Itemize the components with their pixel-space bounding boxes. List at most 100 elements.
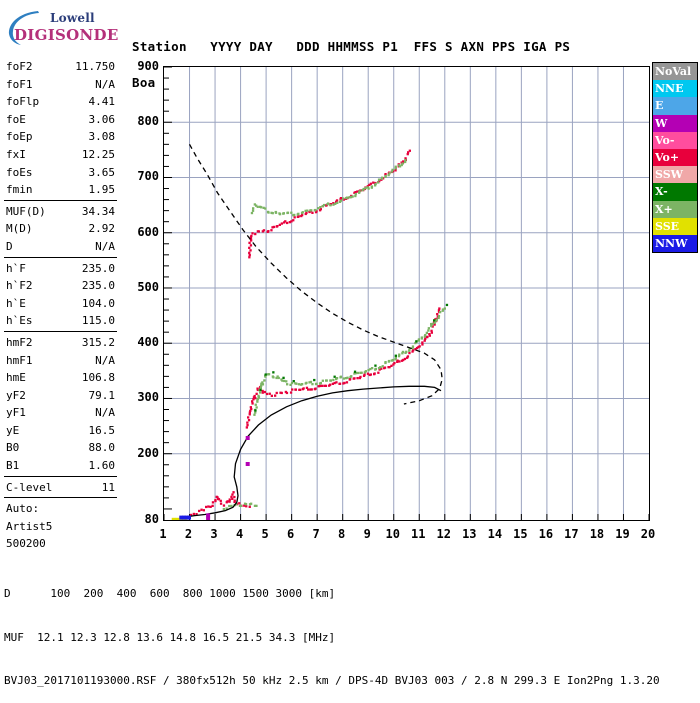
y-tick-label: 900 (137, 59, 159, 73)
polarization-legend: NoVal NNE E W Vo- Vo+ SSW X- X+ SSE NNW (652, 62, 698, 254)
logo-arc-icon (8, 11, 39, 45)
param-divider (4, 475, 117, 477)
param-key: hmF1 (6, 353, 33, 367)
param-row: h`F 235.0 (4, 260, 117, 278)
param-value: 115.0 (81, 314, 115, 328)
series-x-trace-f2-layer-x-green (253, 307, 446, 416)
param-key: yF2 (6, 388, 26, 402)
x-tick-label: 1 (159, 527, 167, 541)
footer-info: D 100 200 400 600 800 1000 1500 3000 [km… (4, 558, 660, 703)
x-tick-label: 8 (338, 527, 346, 541)
param-value: 106.8 (81, 371, 115, 385)
param-value: 3.06 (88, 112, 116, 126)
param-key: foEp (6, 130, 33, 144)
legend-item-vo-[interactable]: Vo- (653, 131, 697, 149)
param-key: MUF(D) (6, 204, 46, 218)
param-divider (4, 330, 117, 332)
ionospheric-parameters-panel: foF2 11.750 foF1 N/A foFlp 4.41 foE 3.06 foE… (4, 58, 117, 553)
param-value: N/A (95, 353, 115, 367)
legend-item-vo-[interactable]: Vo+ (653, 148, 697, 167)
footer-muf-row: MUF 12.1 12.3 12.8 13.6 14.8 16.5 21.5 3… (4, 630, 336, 644)
param-key: foEs (6, 165, 33, 179)
x-tick-label: 20 (640, 527, 656, 541)
series-nnw-markers (179, 515, 191, 520)
param-key: fmin (6, 183, 33, 197)
param-value: 34.34 (81, 204, 115, 218)
ionogram-canvas (164, 67, 649, 520)
param-value: 88.0 (88, 441, 116, 455)
x-tick-label: 5 (261, 527, 269, 541)
param-value: 12.25 (81, 147, 115, 161)
legend-item-noval[interactable]: NoVal (653, 63, 697, 81)
y-tick-label: 600 (137, 224, 159, 239)
param-row: yF1 N/A (4, 404, 117, 422)
legend-item-x-[interactable]: X+ (653, 200, 697, 218)
legend-item-x-[interactable]: X- (653, 183, 697, 201)
param-row: C-level 11 (4, 479, 117, 497)
series-2nd-hop-f2-vo-red (248, 149, 411, 259)
param-row: foFlp 4.41 (4, 93, 117, 111)
param-value: 1.60 (88, 459, 116, 473)
param-row: h`F2 235.0 (4, 277, 117, 295)
param-key: D (6, 239, 13, 253)
x-tick-label: 3 (210, 527, 218, 541)
y-axis-labels: 200 300 400 500 600 700 800 900 80 (125, 59, 159, 526)
param-value: 104.0 (81, 296, 115, 310)
legend-item-nnw[interactable]: NNW (653, 234, 697, 253)
param-value: 16.5 (88, 423, 116, 437)
legend-item-w[interactable]: W (653, 114, 697, 132)
ionogram-plot[interactable] (163, 66, 650, 521)
param-key: B1 (6, 459, 20, 473)
x-tick-label: 7 (312, 527, 320, 541)
param-value: 11.750 (75, 60, 115, 73)
x-tick-label: 12 (436, 527, 451, 541)
legend-item-ssw[interactable]: SSW (653, 166, 697, 184)
lowell-digisonde-logo: Lowell DIGISONDE (6, 6, 124, 48)
param-value: 1.95 (88, 183, 116, 197)
param-value: N/A (95, 406, 115, 420)
y-tick-label: 500 (137, 279, 159, 294)
x-tick-label: 17 (564, 527, 579, 541)
param-value: 79.1 (88, 388, 116, 402)
y-tick-label: 400 (137, 335, 159, 350)
param-divider (4, 256, 117, 258)
param-key: foF2 (6, 60, 33, 73)
param-row: D N/A (4, 238, 117, 256)
legend-item-sse[interactable]: SSE (653, 217, 697, 235)
legend-item-e[interactable]: E (653, 97, 697, 115)
param-value: 11 (101, 480, 115, 494)
param-value: 3.65 (88, 165, 116, 179)
param-row: hmF2 315.2 (4, 334, 117, 352)
param-row: fxI 12.25 (4, 146, 117, 164)
param-value: 2.92 (88, 222, 116, 236)
x-minor-ticks (164, 514, 649, 520)
param-key: foFlp (6, 95, 40, 109)
footer-file-row: BVJ03_2017101193000.RSF / 380fx512h 50 k… (4, 674, 660, 687)
param-row: foF1 N/A (4, 76, 117, 94)
param-row: MUF(D) 34.34 (4, 203, 117, 221)
x-tick-label: 9 (363, 527, 371, 541)
param-key: yE (6, 423, 20, 437)
param-key: h`Es (6, 314, 33, 328)
param-row: B0 88.0 (4, 439, 117, 457)
x-tick-label: 6 (287, 527, 295, 541)
series-x-minus-speckle (254, 303, 449, 412)
param-row: yE 16.5 (4, 422, 117, 440)
series-w-markers (206, 436, 250, 520)
param-key: M(D) (6, 222, 33, 236)
autoscaler-code: 500200 (6, 537, 46, 551)
param-value: 4.41 (88, 95, 116, 109)
x-tick-label: 19 (615, 527, 630, 541)
param-value: 315.2 (81, 335, 115, 349)
param-value: 235.0 (81, 261, 115, 275)
param-divider (4, 199, 117, 201)
param-value: N/A (95, 77, 115, 91)
grid (164, 67, 649, 520)
x-tick-label: 15 (513, 527, 528, 541)
y-tick-label: 80 (144, 512, 159, 526)
legend-item-nne[interactable]: NNE (653, 80, 697, 98)
y-tick-label: 800 (137, 114, 159, 129)
logo-brand-bottom: DIGISONDE (14, 26, 119, 44)
param-value: 3.08 (88, 130, 116, 144)
param-key: h`E (6, 296, 26, 310)
